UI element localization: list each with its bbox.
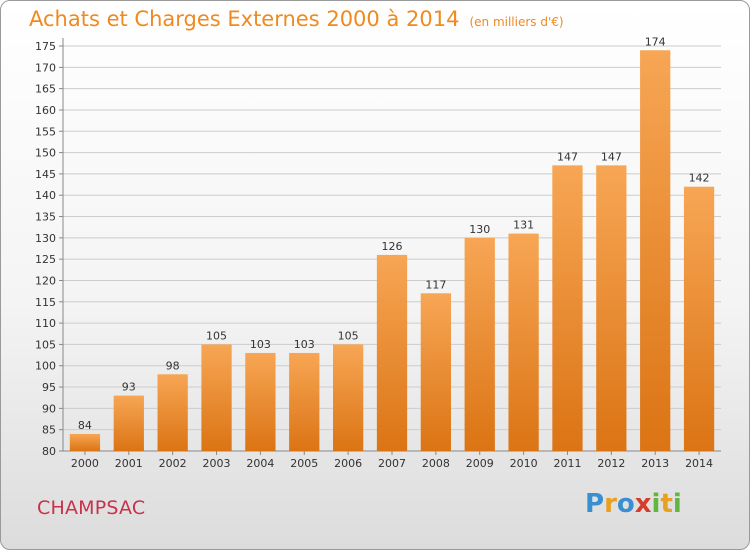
bar — [332, 344, 364, 451]
x-tick-label: 2011 — [553, 457, 581, 470]
bar — [420, 293, 452, 451]
bar — [552, 165, 583, 452]
chart-subtitle: (en milliers d'€) — [469, 15, 564, 29]
bar — [69, 433, 101, 451]
x-tick-label: 2004 — [246, 457, 274, 470]
y-tick-label: 90 — [42, 402, 56, 415]
bar — [683, 186, 715, 451]
x-tick-label: 2006 — [334, 457, 362, 470]
logo-letter: i — [651, 489, 661, 519]
data-label: 126 — [382, 240, 403, 253]
y-tick-label: 165 — [35, 83, 56, 96]
bar — [201, 344, 232, 451]
y-tick-label: 120 — [35, 274, 56, 287]
chart-title-main: Achats et Charges Externes 2000 à 2014 — [29, 7, 460, 31]
y-tick-label: 140 — [35, 189, 56, 202]
bar — [245, 352, 276, 451]
data-label: 103 — [250, 338, 271, 351]
y-tick-label: 160 — [35, 104, 56, 117]
bar — [376, 254, 408, 451]
x-tick-label: 2000 — [71, 457, 99, 470]
y-tick-label: 85 — [42, 424, 56, 437]
y-tick-label: 170 — [35, 61, 56, 74]
logo-letter: r — [604, 489, 617, 519]
y-tick-label: 95 — [42, 381, 56, 394]
data-label: 105 — [206, 329, 227, 342]
y-tick-label: 150 — [35, 147, 56, 160]
proxiti-logo: Proxiti — [585, 489, 682, 519]
data-label: 130 — [469, 223, 490, 236]
data-label: 93 — [122, 381, 136, 394]
x-tick-label: 2009 — [466, 457, 494, 470]
y-tick-label: 80 — [42, 445, 56, 458]
bar — [157, 374, 188, 451]
y-tick-label: 155 — [35, 125, 56, 138]
y-tick-label: 145 — [35, 168, 56, 181]
logo-letter: P — [585, 489, 605, 519]
x-tick-label: 2002 — [159, 457, 187, 470]
logo-letter: i — [672, 489, 682, 519]
bar — [508, 233, 539, 451]
y-tick-label: 135 — [35, 211, 56, 224]
y-tick-label: 175 — [35, 40, 56, 53]
data-label: 174 — [645, 35, 666, 48]
x-tick-label: 2001 — [115, 457, 143, 470]
y-tick-label: 105 — [35, 338, 56, 351]
x-tick-label: 2008 — [422, 457, 450, 470]
logo-letter: o — [616, 489, 635, 519]
bar — [464, 237, 495, 451]
x-tick-label: 2012 — [597, 457, 625, 470]
logo-letter: x — [634, 489, 652, 519]
bar — [640, 50, 671, 452]
data-label: 142 — [689, 172, 710, 185]
data-label: 131 — [513, 219, 534, 232]
y-tick-label: 115 — [35, 296, 56, 309]
data-label: 103 — [294, 338, 315, 351]
chart-title: Achats et Charges Externes 2000 à 2014 (e… — [29, 7, 564, 31]
y-tick-label: 110 — [35, 317, 56, 330]
x-tick-label: 2003 — [203, 457, 231, 470]
y-tick-label: 130 — [35, 232, 56, 245]
data-label: 117 — [425, 278, 446, 291]
x-tick-label: 2014 — [685, 457, 713, 470]
x-tick-label: 2005 — [290, 457, 318, 470]
bar — [289, 352, 320, 451]
data-label: 147 — [557, 150, 578, 163]
y-tick-label: 125 — [35, 253, 56, 266]
commune-name: CHAMPSAC — [37, 497, 146, 519]
x-tick-label: 2010 — [510, 457, 538, 470]
y-tick-label: 100 — [35, 360, 56, 373]
data-label: 147 — [601, 150, 622, 163]
bar — [113, 395, 144, 451]
x-tick-label: 2013 — [641, 457, 669, 470]
x-tick-label: 2007 — [378, 457, 406, 470]
data-label: 84 — [78, 419, 92, 432]
logo-letter: t — [660, 489, 673, 519]
bar — [596, 165, 627, 452]
data-label: 98 — [166, 359, 180, 372]
data-label: 105 — [338, 329, 359, 342]
